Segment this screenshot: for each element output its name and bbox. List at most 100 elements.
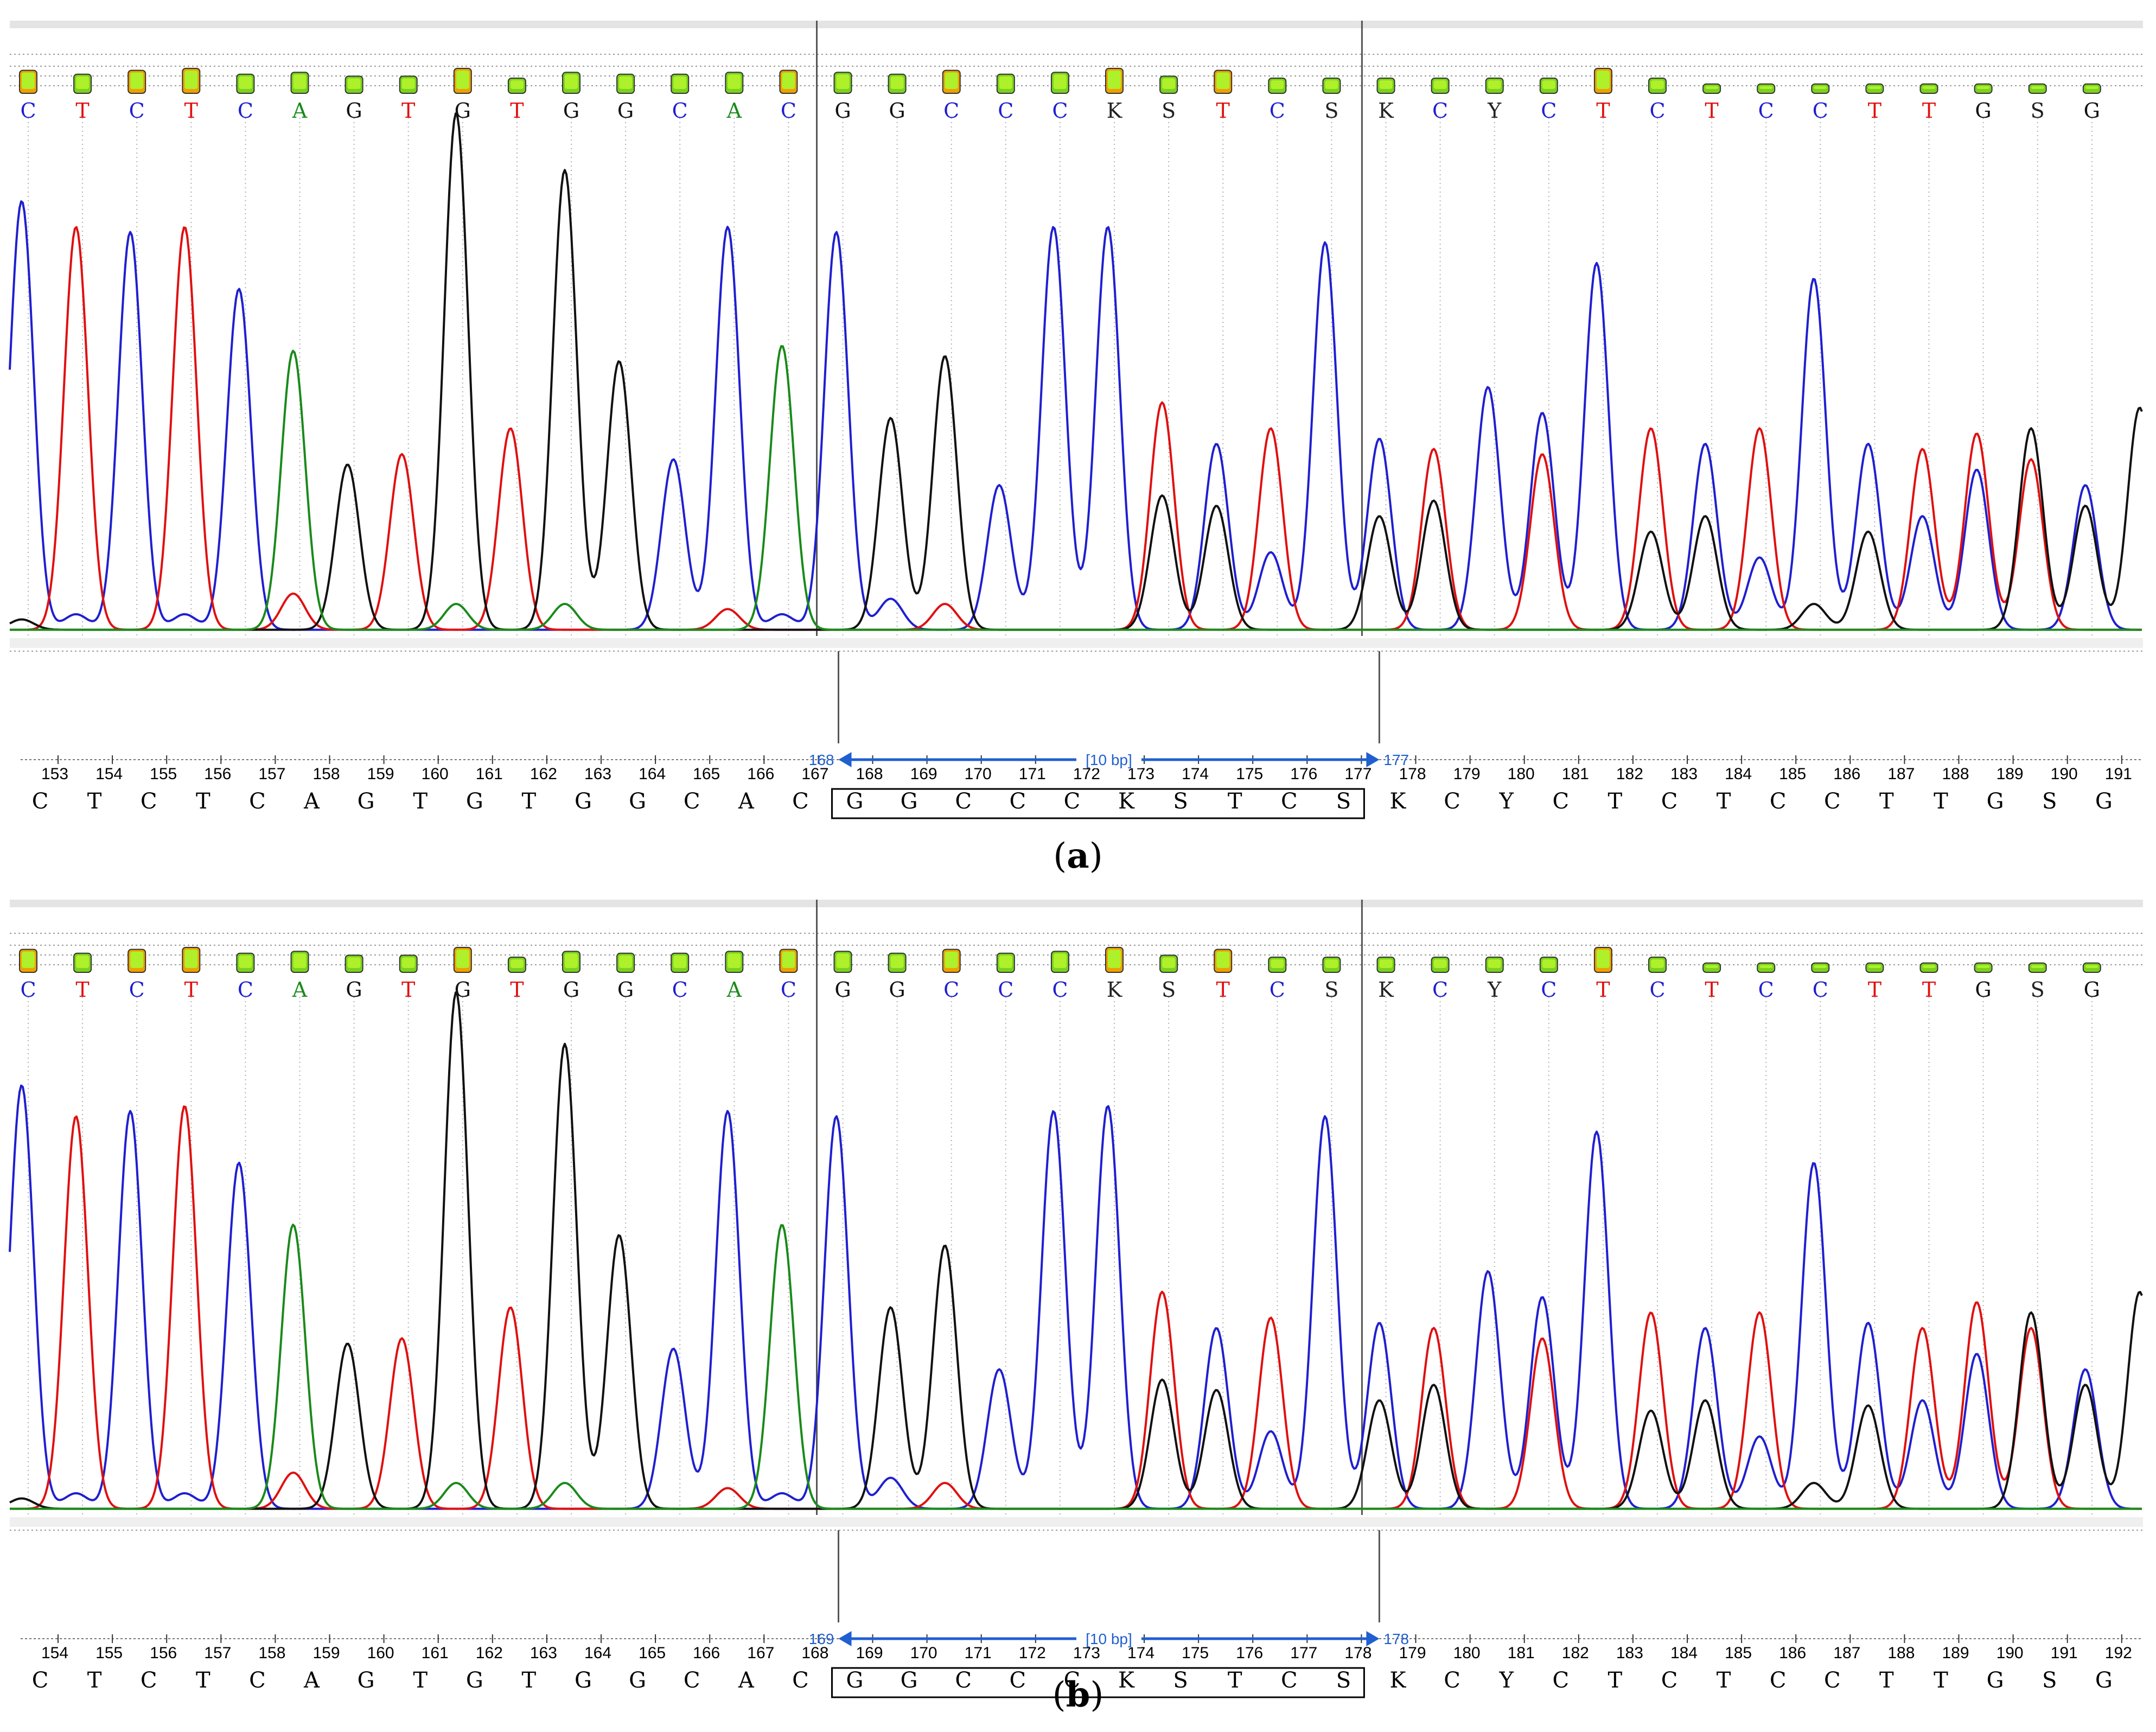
chromatogram-panel-a: C T C T C A G T G T G G C A C G G C C C K S T C S K C Y C T C T C C T T G S G1… bbox=[9, 21, 2143, 819]
sequence-base-p0-29: T bbox=[1608, 789, 1623, 814]
quality-box-p1-26 bbox=[1431, 957, 1450, 973]
quality-box-p0-32 bbox=[1757, 83, 1776, 94]
basecall-p0-18: C bbox=[998, 99, 1013, 123]
quality-box-p0-35 bbox=[1919, 83, 1938, 94]
basecall-p0-30: C bbox=[1649, 99, 1665, 123]
position-label-p0-1: 154 bbox=[95, 765, 123, 783]
position-label-p1-36: 190 bbox=[1996, 1644, 2024, 1662]
quality-box-p0-5 bbox=[290, 72, 309, 94]
sequence-base-p0-9: T bbox=[522, 789, 537, 814]
position-label-p1-37: 191 bbox=[2051, 1644, 2078, 1662]
position-label-p0-29: 182 bbox=[1616, 765, 1643, 783]
quality-box-p0-17 bbox=[942, 69, 961, 94]
sequence-base-p1-16: G bbox=[901, 1668, 918, 1693]
sequence-base-p0-20: K bbox=[1118, 789, 1135, 814]
sequence-base-p1-12: C bbox=[684, 1668, 700, 1693]
quality-box-p1-30 bbox=[1648, 957, 1667, 973]
position-label-p1-13: 167 bbox=[747, 1644, 774, 1662]
quality-box-p0-33 bbox=[1811, 83, 1830, 94]
sequence-base-p1-31: T bbox=[1717, 1668, 1731, 1693]
position-label-p0-33: 186 bbox=[1833, 765, 1860, 783]
quality-box-p1-28 bbox=[1539, 957, 1558, 973]
quality-box-p0-34 bbox=[1865, 83, 1884, 94]
position-label-p1-4: 158 bbox=[258, 1644, 285, 1662]
position-label-p1-32: 186 bbox=[1779, 1644, 1806, 1662]
position-label-p0-18: 171 bbox=[1019, 765, 1046, 783]
quality-box-p1-14 bbox=[779, 948, 798, 973]
quality-box-p1-21 bbox=[1159, 954, 1178, 973]
basecall-p1-3: T bbox=[184, 978, 198, 1002]
basecall-p0-25: K bbox=[1378, 99, 1394, 123]
basecall-p1-14: C bbox=[781, 978, 796, 1002]
basecall-p1-27: Y bbox=[1487, 978, 1502, 1002]
quality-box-p0-37 bbox=[2028, 83, 2047, 94]
sequence-base-p0-14: C bbox=[792, 789, 809, 814]
basecall-p0-36: G bbox=[1975, 99, 1991, 123]
trace-A-p0 bbox=[10, 345, 2142, 631]
basecall-p1-11: G bbox=[617, 978, 634, 1002]
quality-box-p1-8 bbox=[453, 947, 472, 973]
quality-box-p1-5 bbox=[290, 951, 309, 973]
basecall-p1-36: G bbox=[1975, 978, 1991, 1002]
position-label-p0-15: 168 bbox=[856, 765, 883, 783]
panel-label-b: (b) bbox=[1052, 1674, 1104, 1715]
basecall-p0-26: C bbox=[1432, 99, 1448, 123]
basecall-p0-31: T bbox=[1705, 99, 1718, 123]
basecall-p1-17: C bbox=[943, 978, 959, 1002]
sequence-base-p1-17: C bbox=[955, 1668, 972, 1693]
basecall-p0-22: T bbox=[1216, 99, 1230, 123]
position-label-p1-22: 176 bbox=[1236, 1644, 1263, 1662]
selection-end-label-p1: 178 bbox=[1383, 1631, 1409, 1647]
quality-box-p1-36 bbox=[1974, 962, 1993, 973]
trace-A-p1 bbox=[10, 1224, 2142, 1510]
sequence-base-p1-3: T bbox=[196, 1668, 211, 1693]
position-label-p0-13: 166 bbox=[747, 765, 774, 783]
quality-box-p1-22 bbox=[1214, 948, 1233, 973]
position-label-p0-9: 162 bbox=[530, 765, 557, 783]
sequence-base-p0-3: T bbox=[196, 789, 211, 814]
basecall-p0-7: T bbox=[401, 99, 415, 123]
quality-box-p0-8 bbox=[453, 68, 472, 94]
sequence-base-p0-28: C bbox=[1552, 789, 1569, 814]
sequence-base-p1-11: G bbox=[629, 1668, 646, 1693]
sequence-base-p0-11: G bbox=[629, 789, 646, 814]
basecall-p1-5: A bbox=[292, 978, 308, 1002]
position-label-p0-27: 180 bbox=[1508, 765, 1535, 783]
panel-label-a: (a) bbox=[1053, 836, 1103, 876]
quality-box-p1-35 bbox=[1919, 962, 1938, 973]
sequence-base-p0-36: G bbox=[1987, 789, 2004, 814]
position-label-p0-36: 189 bbox=[1996, 765, 2024, 783]
position-label-p1-16: 170 bbox=[910, 1644, 937, 1662]
basecall-p0-37: S bbox=[2031, 99, 2045, 123]
selection-length-label-p1: [10 bp] bbox=[1086, 1631, 1132, 1647]
basecall-p1-16: G bbox=[889, 978, 905, 1002]
quality-box-p0-7 bbox=[399, 75, 418, 94]
quality-box-p0-36 bbox=[1974, 83, 1993, 94]
basecall-p0-4: C bbox=[238, 99, 253, 123]
sequence-base-p0-24: S bbox=[1336, 789, 1351, 814]
basecall-p0-9: T bbox=[510, 99, 524, 123]
position-label-p0-25: 178 bbox=[1399, 765, 1426, 783]
panel-label-b-letter: b bbox=[1066, 1674, 1090, 1715]
sequence-base-p1-21: S bbox=[1173, 1668, 1188, 1693]
sequence-base-p1-18: C bbox=[1009, 1668, 1026, 1693]
quality-box-p0-2 bbox=[127, 69, 146, 94]
quality-box-p1-12 bbox=[671, 952, 690, 973]
position-label-p0-8: 161 bbox=[476, 765, 503, 783]
sequence-base-p0-13: A bbox=[738, 789, 755, 814]
quality-box-p1-11 bbox=[616, 952, 635, 973]
quality-box-p1-32 bbox=[1757, 962, 1776, 973]
basecall-p0-14: C bbox=[781, 99, 796, 123]
selection-box-p1 bbox=[831, 1667, 1365, 1698]
sequence-base-p1-7: T bbox=[413, 1668, 428, 1693]
quality-box-p1-38 bbox=[2082, 962, 2101, 973]
sequence-base-p1-33: C bbox=[1824, 1668, 1841, 1693]
quality-box-p0-9 bbox=[507, 78, 526, 94]
position-label-p1-9: 163 bbox=[530, 1644, 557, 1662]
sequence-base-p0-33: C bbox=[1824, 789, 1841, 814]
quality-box-p0-25 bbox=[1376, 78, 1395, 94]
sequence-base-p1-19: C bbox=[1064, 1668, 1081, 1693]
position-label-p0-22: 175 bbox=[1236, 765, 1263, 783]
quality-box-p1-9 bbox=[507, 957, 526, 973]
sequence-base-p1-20: K bbox=[1118, 1668, 1135, 1693]
